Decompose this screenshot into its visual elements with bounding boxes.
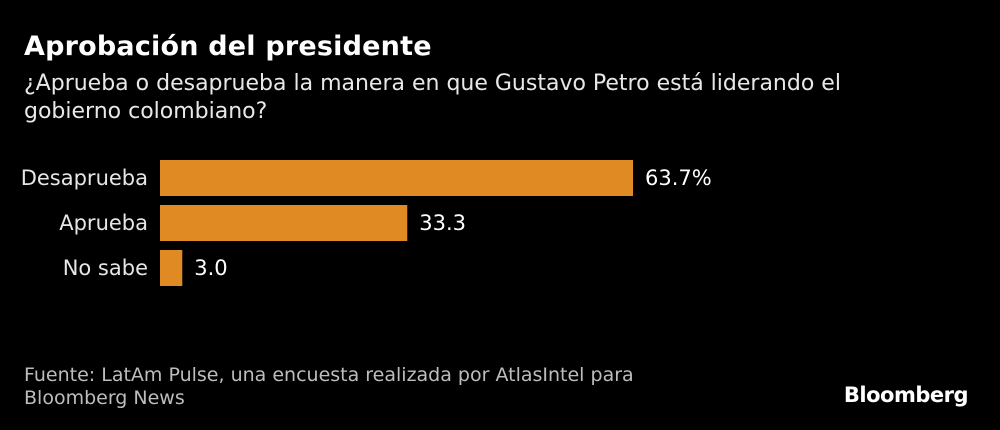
source-note: Fuente: LatAm Pulse, una encuesta realiz… bbox=[24, 364, 634, 409]
bar-desaprueba bbox=[160, 160, 633, 196]
category-label: No sabe bbox=[63, 256, 148, 280]
value-label: 3.0 bbox=[194, 256, 227, 280]
chart-title: Aprobación del presidente bbox=[24, 31, 432, 62]
category-label: Desaprueba bbox=[21, 166, 148, 190]
category-label: Aprueba bbox=[59, 211, 148, 235]
value-label: 63.7% bbox=[645, 166, 712, 190]
value-label: 33.3 bbox=[419, 211, 466, 235]
chart-subtitle: ¿Aprueba o desaprueba la manera en que G… bbox=[24, 71, 841, 124]
bar-no-sabe bbox=[160, 250, 183, 286]
bar-aprueba bbox=[160, 205, 408, 241]
bloomberg-logo: Bloomberg bbox=[843, 383, 969, 407]
